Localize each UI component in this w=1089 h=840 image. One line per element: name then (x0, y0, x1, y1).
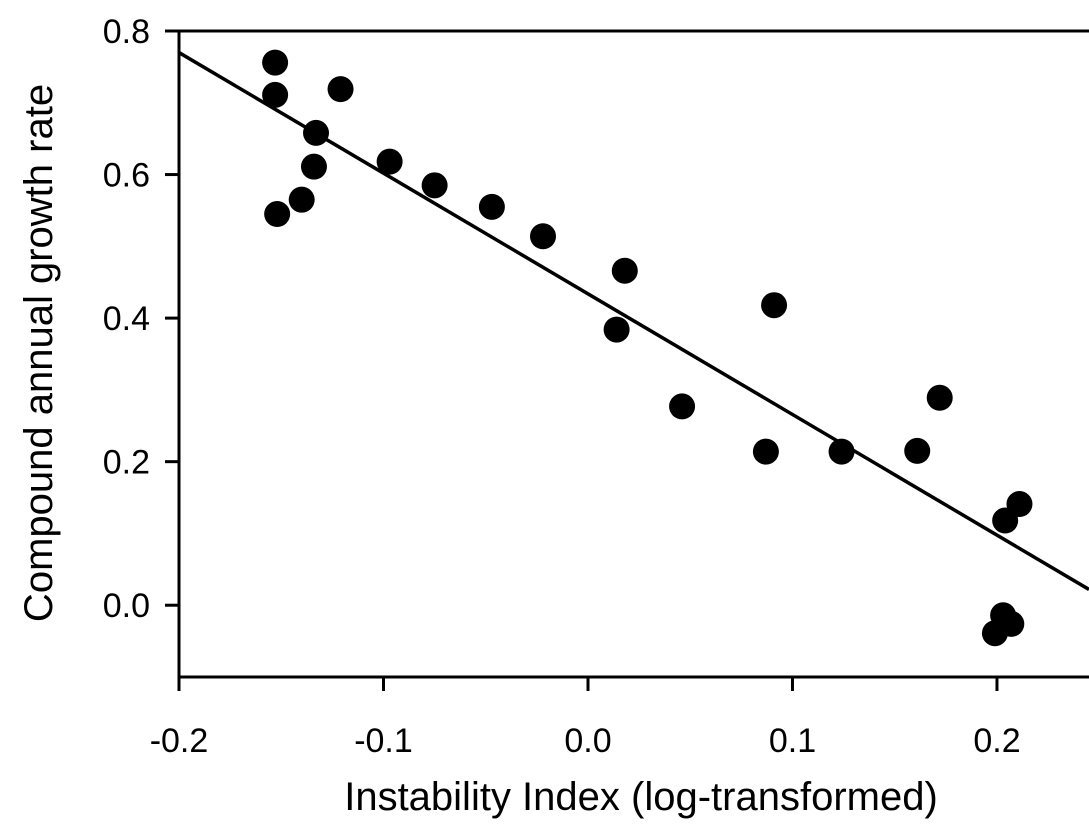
data-point (926, 384, 953, 411)
data-point (1006, 491, 1033, 518)
data-point (530, 223, 556, 250)
regression-line (179, 51, 1089, 591)
y-tick-label: 0.6 (103, 157, 150, 195)
x-axis-title: Instability Index (log-transformed) (344, 775, 938, 819)
y-tick-label: 0.2 (103, 444, 150, 482)
x-tick-label: -0.1 (354, 722, 413, 760)
data-point (904, 437, 931, 464)
x-tick-label: 0.0 (564, 722, 611, 760)
data-point (603, 316, 630, 343)
data-point (376, 148, 403, 175)
data-point (303, 119, 330, 146)
data-point (300, 153, 327, 180)
data-point (288, 186, 315, 213)
data-point (669, 393, 696, 420)
data-point (828, 438, 855, 465)
data-point (752, 438, 779, 465)
plot-area (177, 29, 1089, 679)
data-point (262, 49, 289, 76)
y-axis-title: Compound annual growth rate (17, 84, 61, 622)
data-point (981, 620, 1008, 647)
data-point (421, 172, 448, 199)
data-point (478, 193, 505, 220)
y-axis-ticks: 0.0 0.2 0.4 0.6 0.8 (103, 13, 179, 625)
y-tick-label: 0.4 (103, 300, 150, 338)
data-point (262, 81, 289, 108)
data-point (264, 201, 291, 228)
y-tick-label: 0.8 (103, 13, 150, 51)
data-point (611, 257, 638, 284)
x-tick-label: -0.2 (150, 722, 209, 760)
data-point (761, 292, 788, 319)
y-tick-label: 0.0 (103, 587, 150, 625)
x-tick-label: 0.2 (973, 722, 1020, 760)
x-tick-label: 0.1 (769, 722, 816, 760)
x-axis-ticks: -0.2 -0.1 0.0 0.1 0.2 (150, 677, 1021, 760)
plot-content (179, 49, 1089, 647)
data-point (327, 76, 354, 103)
